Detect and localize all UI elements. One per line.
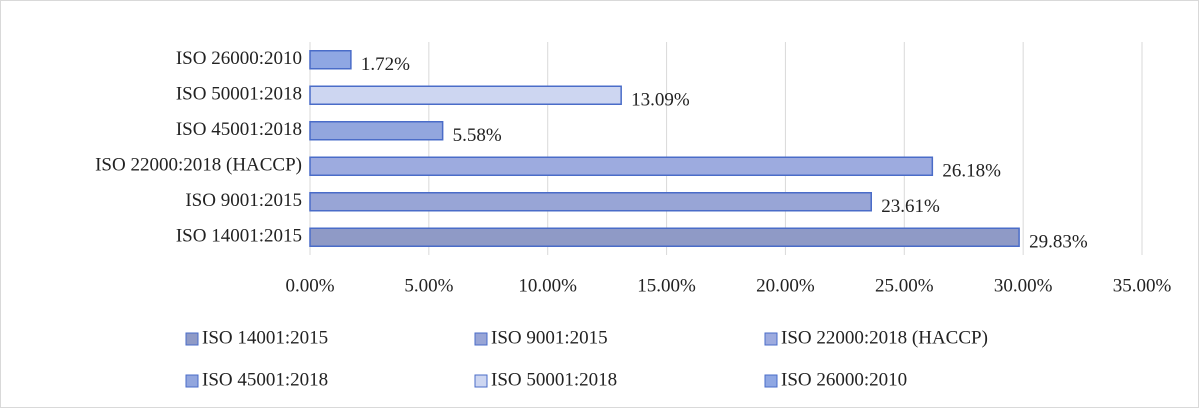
x-tick-label: 0.00%: [285, 275, 334, 296]
y-tick-label: ISO 14001:2015: [176, 226, 302, 247]
x-tick-label: 10.00%: [518, 275, 577, 296]
y-tick-label: ISO 50001:2018: [176, 84, 302, 105]
data-label: 5.58%: [453, 125, 502, 146]
legend-label: ISO 9001:2015: [491, 327, 608, 348]
y-tick-label: ISO 26000:2010: [176, 48, 302, 69]
x-tick-label: 5.00%: [404, 275, 453, 296]
y-tick-label: ISO 9001:2015: [185, 190, 302, 211]
data-label: 23.61%: [881, 196, 940, 217]
legend-swatch: [185, 332, 199, 346]
data-label: 1.72%: [361, 54, 410, 75]
x-tick-label: 35.00%: [1113, 275, 1172, 296]
data-label: 13.09%: [631, 90, 690, 111]
bar: [309, 85, 622, 105]
x-tick-label: 15.00%: [637, 275, 696, 296]
x-tick-label: 30.00%: [994, 275, 1053, 296]
legend-swatch: [764, 332, 778, 346]
legend-swatch: [764, 374, 778, 388]
y-tick-label: ISO 45001:2018: [176, 119, 302, 140]
legend-label: ISO 26000:2010: [781, 369, 907, 390]
bar: [309, 156, 934, 176]
data-label: 29.83%: [1029, 232, 1088, 253]
bar: [309, 192, 872, 212]
legend-label: ISO 22000:2018 (HACCP): [781, 327, 988, 348]
legend-label: ISO 14001:2015: [202, 327, 328, 348]
bar: [309, 50, 352, 70]
legend-swatch: [474, 332, 488, 346]
bar: [309, 227, 1020, 247]
data-label: 26.18%: [942, 161, 1001, 182]
bar: [309, 121, 444, 141]
x-tick-label: 25.00%: [875, 275, 934, 296]
y-tick-label: ISO 22000:2018 (HACCP): [95, 155, 302, 176]
x-tick-label: 20.00%: [756, 275, 815, 296]
legend-swatch: [185, 374, 199, 388]
legend-swatch: [474, 374, 488, 388]
legend-label: ISO 50001:2018: [491, 369, 617, 390]
legend-label: ISO 45001:2018: [202, 369, 328, 390]
